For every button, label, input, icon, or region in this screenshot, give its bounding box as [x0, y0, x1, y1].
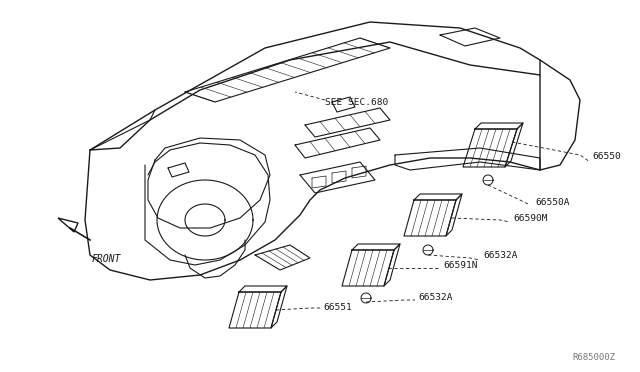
Text: 66590M: 66590M — [513, 214, 547, 222]
Text: 66550A: 66550A — [535, 198, 570, 206]
Text: SEE SEC.680: SEE SEC.680 — [325, 97, 388, 106]
Text: R685000Z: R685000Z — [572, 353, 615, 362]
Text: 66550: 66550 — [592, 151, 621, 160]
Text: FRONT: FRONT — [92, 254, 122, 264]
Text: 66532A: 66532A — [483, 251, 518, 260]
Text: 66591N: 66591N — [443, 262, 477, 270]
Text: 66551: 66551 — [323, 304, 352, 312]
Text: 66532A: 66532A — [418, 294, 452, 302]
